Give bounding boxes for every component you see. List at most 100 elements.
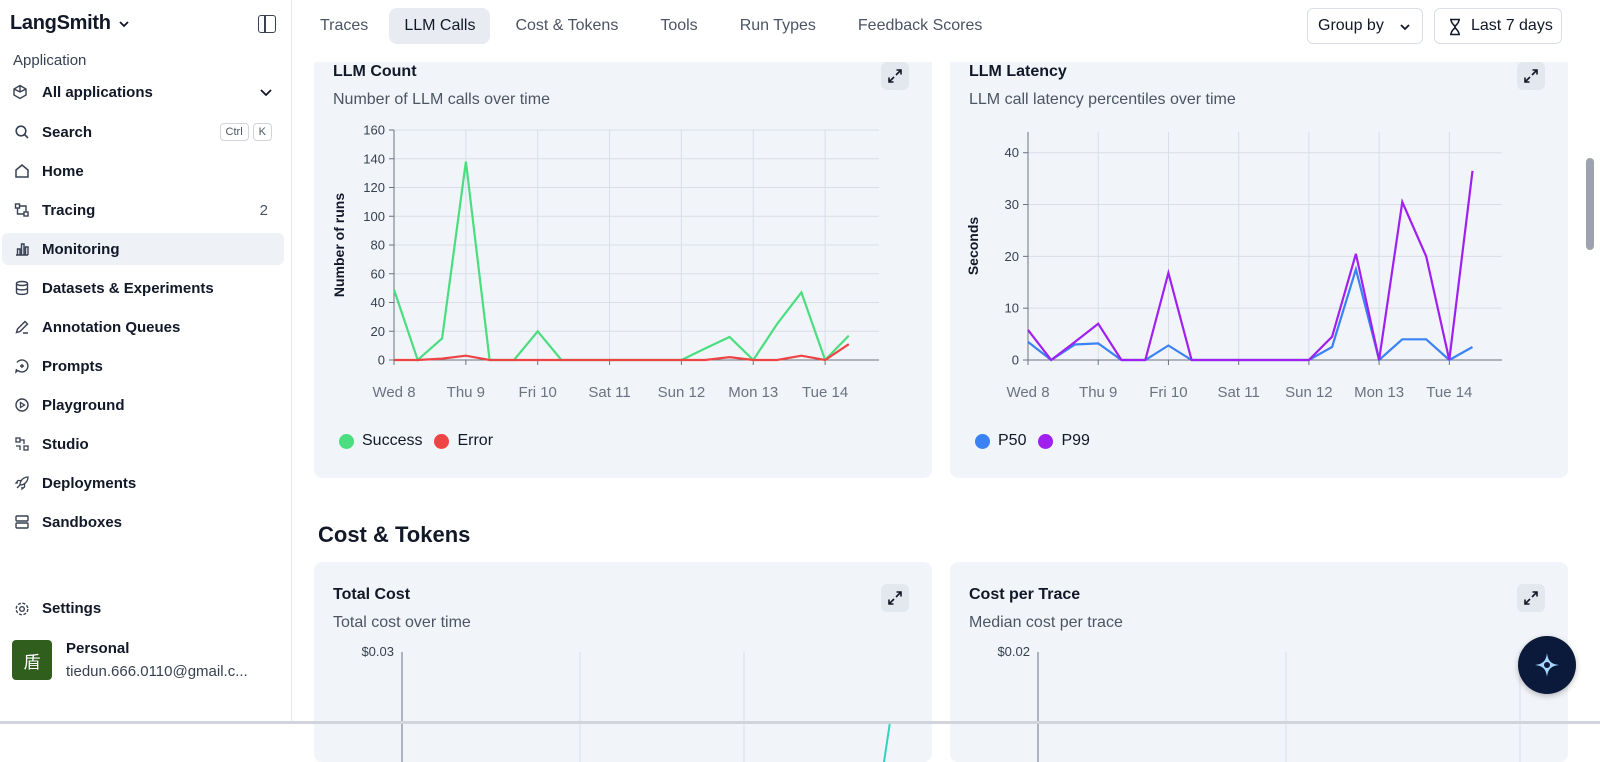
y-tick-label: 100 [363,209,385,224]
x-tick-label: Sat 11 [588,384,630,401]
assistant-chat-button[interactable] [1518,636,1576,694]
apps-icon [13,84,27,100]
y-axis-label: Seconds [965,217,981,276]
x-tick-label: Wed 8 [1006,384,1049,401]
tab-traces[interactable]: Traces [320,17,369,34]
llm-count-card: LLM Count Number of LLM calls over time … [314,40,932,478]
x-tick-label: Sun 12 [1285,384,1333,401]
page-scrollbar[interactable] [1586,158,1594,250]
sidebar-item-label: Deployments [42,474,137,492]
expand-chart-button[interactable] [881,584,909,612]
sidebar-nav: Search Ctrl K Home Tracing 2 Monitoring … [2,116,284,545]
application-select[interactable]: All applications [12,80,274,104]
shortcut-key: Ctrl [219,123,249,141]
search-icon [15,125,29,139]
expand-chart-button[interactable] [881,62,909,90]
tab-run-types[interactable]: Run Types [739,17,816,34]
collapse-sidebar-icon[interactable] [258,15,276,33]
account-switcher[interactable]: 盾 Personal tiedun.666.0110@gmail.c... [12,640,248,680]
legend-item-success[interactable]: Success [339,432,422,450]
y-tick-label: 30 [1005,197,1019,212]
y-tick-label: 0 [1012,353,1019,368]
pen-icon [15,320,29,334]
legend-item-p50[interactable]: P50 [975,432,1026,450]
studio-icon [15,437,29,451]
x-tick-label: Sat 11 [1218,384,1260,401]
legend-item-p99[interactable]: P99 [1038,432,1090,450]
tab-feedback-scores[interactable]: Feedback Scores [857,17,983,34]
application-select-value: All applications [42,83,153,101]
legend-item-error[interactable]: Error [434,432,493,450]
sidebar-item-label: Datasets & Experiments [42,279,214,297]
sidebar-item-home[interactable]: Home [2,155,284,187]
tab-tools[interactable]: Tools [660,17,698,34]
total-cost-chart: $0.03 [361,644,891,762]
hourglass-icon [1450,18,1460,36]
y-tick-label: 120 [363,180,385,195]
x-tick-label: Fri 10 [1149,384,1187,401]
sidebar-item-annotation-queues[interactable]: Annotation Queues [2,311,284,343]
x-tick-label: Thu 9 [1079,384,1117,401]
chart-legend: P50 P99 [975,432,1102,450]
sidebar-item-settings[interactable]: Settings [14,600,101,617]
time-range-dropdown[interactable]: Last 7 days [1434,8,1562,44]
x-tick-label: Mon 13 [728,384,778,401]
y-tick-label: 40 [371,295,385,310]
tab-list: Traces LLM Calls Cost & Tokens Tools Run… [305,8,997,44]
series-line-success [392,161,850,363]
sidebar-item-playground[interactable]: Playground [2,389,284,421]
section-title-cost-tokens: Cost & Tokens [318,522,471,547]
server-icon [15,515,29,529]
expand-chart-button[interactable] [1517,584,1545,612]
sidebar-item-label: Playground [42,396,125,414]
expand-chart-button[interactable] [1517,62,1545,90]
sidebar-item-tracing[interactable]: Tracing 2 [2,194,284,226]
account-email: tiedun.666.0110@gmail.c... [66,663,248,680]
workspace-switcher[interactable]: LangSmith [10,12,131,35]
sidebar-item-deployments[interactable]: Deployments [2,467,284,499]
llm-latency-chart: 0 10 20 30 40 Wed 8 Thu 9 Fri 10 Sat 11 Sun 12 Mon… [965,132,1502,401]
avatar: 盾 [12,640,52,680]
cost-per-trace-card: Cost per Trace Median cost per trace $0.… [950,562,1568,762]
cost-per-trace-chart: $0.02 [997,644,1521,762]
play-circle-icon [15,398,29,412]
chart-legend: Success Error [339,432,505,450]
x-tick-label: Tue 14 [802,384,848,401]
settings-label: Settings [42,600,102,617]
sidebar-item-datasets[interactable]: Datasets & Experiments [2,272,284,304]
y-tick-label: 10 [1005,301,1019,316]
sidebar-item-label: Sandboxes [42,513,123,531]
sidebar: LangSmith Application All applications S… [0,0,292,724]
expand-icon [888,591,902,605]
legend-label: P99 [1061,432,1090,449]
shortcut-key: K [252,123,272,141]
series-line-p50 [1027,265,1474,363]
expand-icon [888,69,902,83]
tracing-icon [14,203,29,217]
legend-dot [975,433,990,449]
sidebar-item-search[interactable]: Search Ctrl K [2,116,284,148]
card-subtitle: Number of LLM calls over time [333,91,550,108]
expand-icon [1524,69,1538,83]
sidebar-item-monitoring[interactable]: Monitoring [2,233,284,265]
legend-label: Success [362,432,423,449]
sidebar-item-prompts[interactable]: Prompts [2,350,284,382]
tab-cost-tokens[interactable]: Cost & Tokens [515,17,619,34]
time-range-label: Last 7 days [1471,17,1553,34]
y-axis-label: Number of runs [331,193,347,297]
prompt-icon [15,359,29,374]
expand-icon [1524,591,1538,605]
sidebar-item-sandboxes[interactable]: Sandboxes [2,506,284,538]
group-by-dropdown[interactable]: Group by [1307,8,1423,44]
sidebar-item-label: Home [42,162,84,180]
y-tick-label: 0 [378,353,385,368]
x-tick-label: Tue 14 [1426,384,1472,401]
database-icon [15,280,29,296]
home-icon [15,164,29,178]
tab-llm-calls[interactable]: LLM Calls [389,8,491,44]
application-label: Application [13,52,87,69]
chevron-down-icon [260,89,272,97]
sidebar-item-studio[interactable]: Studio [2,428,284,460]
card-title: LLM Latency [969,63,1067,80]
card-title: Cost per Trace [969,586,1081,603]
